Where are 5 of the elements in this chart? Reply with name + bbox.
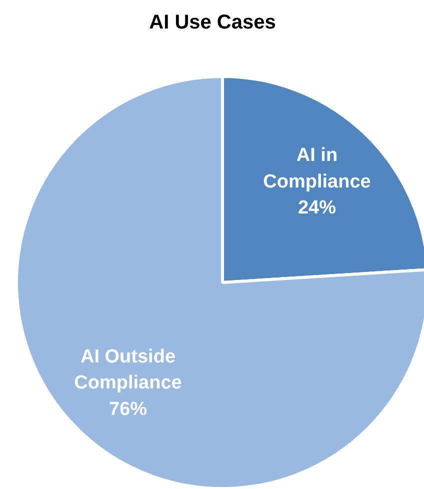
data-label: 76% — [109, 398, 148, 420]
slice-label: AI in Compliance — [263, 145, 371, 192]
chart-title: AI Use Cases — [149, 12, 276, 34]
slice-label: AI Outside Compliance — [74, 346, 182, 394]
data-label: 24% — [298, 198, 336, 219]
